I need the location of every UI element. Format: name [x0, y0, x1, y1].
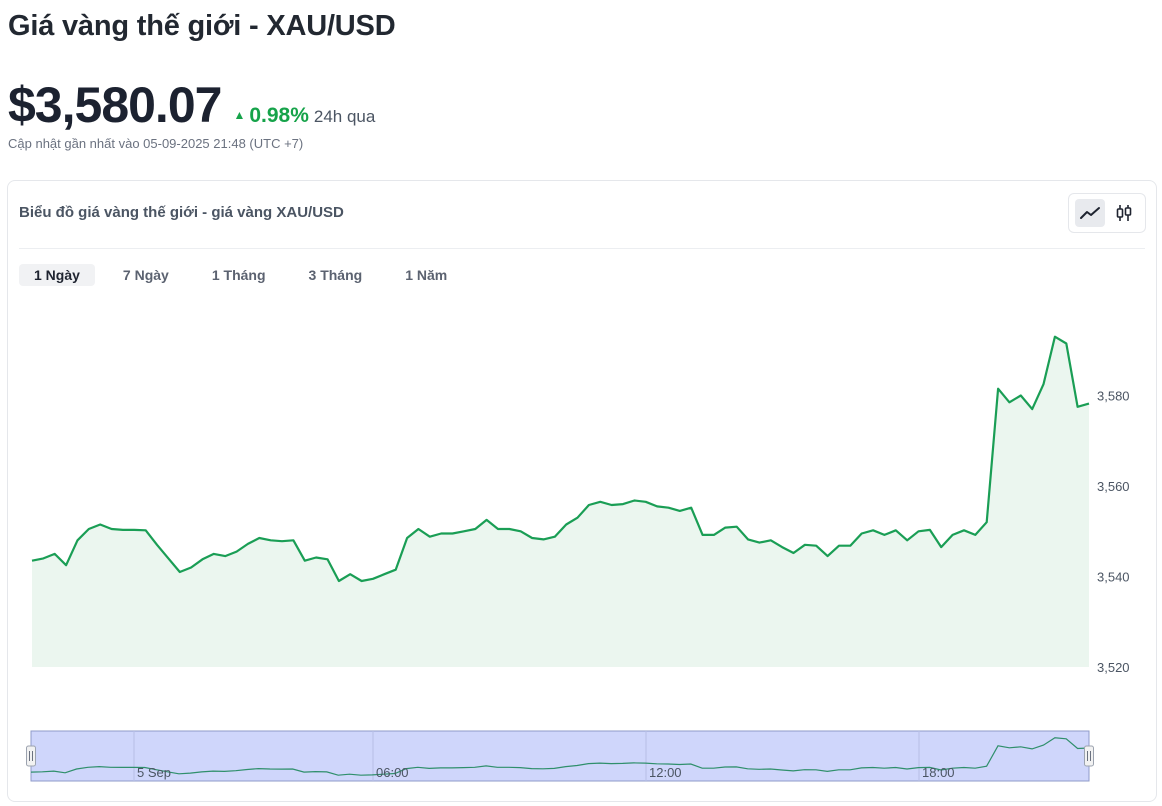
navigator-handle-right[interactable]: [1084, 745, 1094, 767]
navigator-line: [30, 737, 1090, 776]
tab-3-months[interactable]: 3 Tháng: [308, 267, 363, 283]
navigator-time-label: 18:00: [922, 765, 955, 780]
change-percent: 0.98%: [249, 104, 309, 127]
price-change: ▲ 0.98% 24h qua: [233, 104, 375, 128]
tab-7-days[interactable]: 7 Ngày: [122, 267, 169, 283]
navigator-selection[interactable]: [30, 730, 1090, 782]
y-tick-label: 3,580: [1097, 389, 1130, 404]
navigator-handle-left[interactable]: [26, 745, 36, 767]
chart-title: Biểu đồ giá vàng thế giới - giá vàng XAU…: [19, 204, 344, 221]
chart-card: Biểu đồ giá vàng thế giới - giá vàng XAU…: [7, 180, 1157, 802]
chart-type-toggle: [1068, 193, 1146, 233]
y-tick-label: 3,560: [1097, 479, 1130, 494]
range-tabs: 1 Ngày 7 Ngày 1 Tháng 3 Tháng 1 Năm: [19, 264, 475, 286]
page-title: Giá vàng thế giới - XAU/USD: [8, 10, 396, 42]
handle-grip[interactable]: [1084, 745, 1094, 767]
line-chart-icon: [1080, 207, 1100, 219]
navigator-time-label: 06:00: [376, 765, 409, 780]
range-navigator[interactable]: 5 Sep 06:00 12:00 18:00: [26, 730, 1094, 782]
card-divider: [19, 248, 1145, 249]
candlestick-button[interactable]: [1109, 199, 1139, 227]
y-axis: 3,520 3,540 3,560 3,580: [1097, 389, 1130, 676]
navigator-time-label: 12:00: [649, 765, 682, 780]
price-area: [32, 336, 1089, 667]
tab-1-month[interactable]: 1 Tháng: [211, 267, 266, 283]
handle-grip[interactable]: [26, 745, 36, 767]
y-tick-label: 3,540: [1097, 570, 1130, 585]
navigator-grid: [133, 731, 920, 781]
tab-1-year[interactable]: 1 Năm: [405, 267, 448, 283]
line-chart-button[interactable]: [1075, 199, 1105, 227]
navigator-time-label: 5 Sep: [137, 765, 171, 780]
candlestick-icon: [1116, 205, 1132, 221]
price-row: $3,580.07 ▲ 0.98% 24h qua: [8, 76, 375, 134]
y-tick-label: 3,520: [1097, 660, 1130, 675]
navigator-labels: 5 Sep 06:00 12:00 18:00: [137, 765, 955, 780]
tab-1-day[interactable]: 1 Ngày: [19, 264, 95, 286]
price-line: [31, 335, 1090, 583]
change-period: 24h qua: [313, 107, 376, 126]
up-arrow-icon: ▲: [233, 108, 246, 122]
last-updated: Cập nhật gần nhất vào 05-09-2025 21:48 (…: [8, 136, 304, 151]
current-price: $3,580.07: [8, 77, 222, 133]
